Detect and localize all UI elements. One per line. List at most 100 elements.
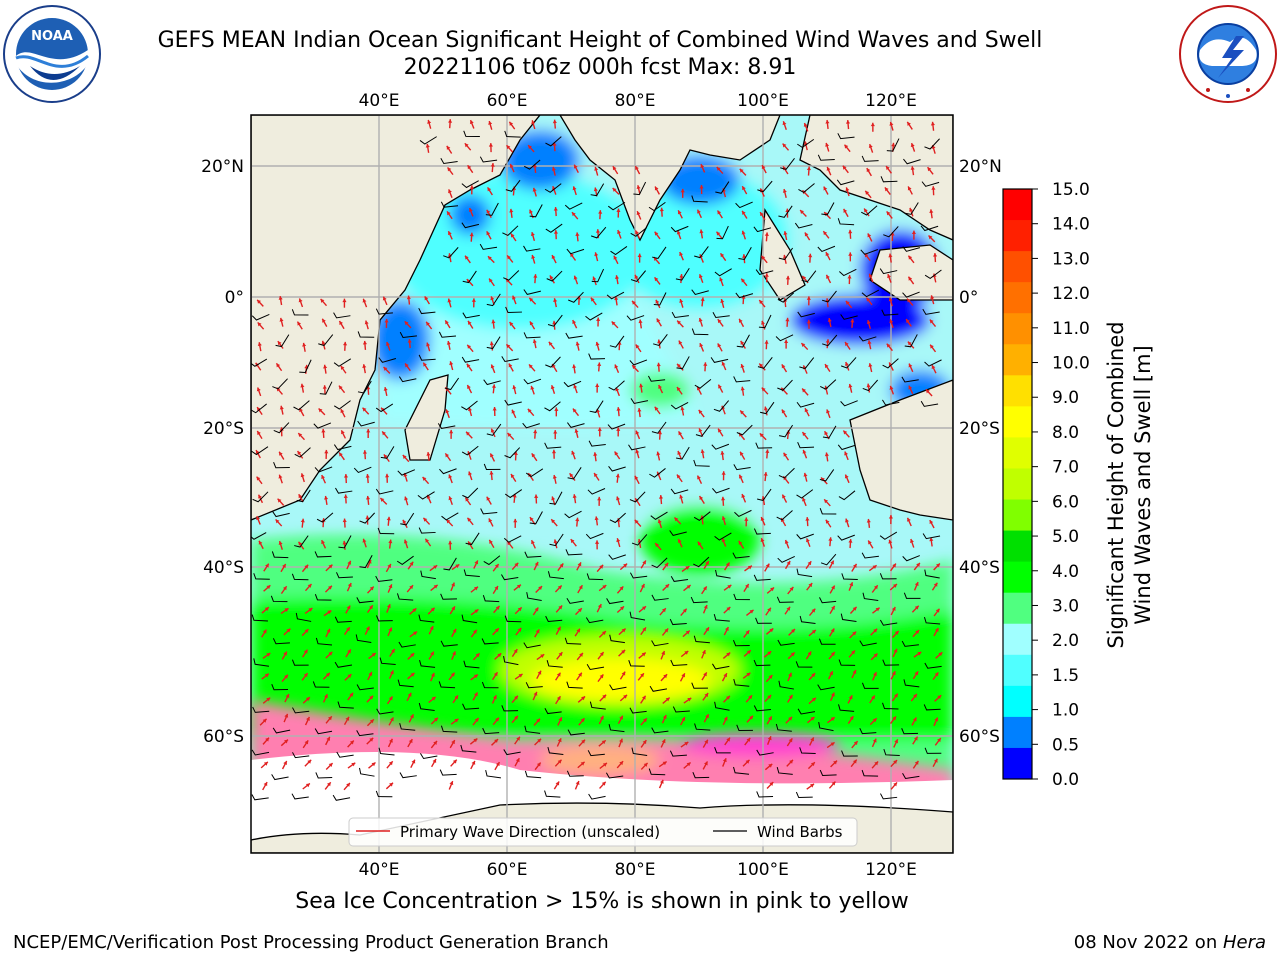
wave-arrow-head bbox=[634, 475, 639, 480]
colorbar-segment bbox=[1003, 468, 1032, 501]
lon-label-top: 60°E bbox=[487, 91, 528, 111]
wind-barb bbox=[501, 705, 519, 712]
wind-barb bbox=[291, 793, 309, 800]
wave-arrow-head bbox=[537, 738, 542, 743]
nws-logo bbox=[1179, 5, 1277, 103]
wave-arrow-head bbox=[704, 739, 708, 744]
wave-arrow-head bbox=[325, 672, 330, 677]
wave-arrow-head bbox=[530, 232, 535, 237]
wind-barb bbox=[251, 532, 267, 540]
wave-arrow-head bbox=[445, 409, 450, 414]
wind-barb bbox=[375, 488, 394, 495]
wind-barb bbox=[440, 725, 458, 733]
wave-arrow-head bbox=[429, 626, 434, 631]
wave-arrow-head bbox=[907, 517, 911, 522]
wave-arrow-head bbox=[369, 586, 374, 591]
colorbar-tick-label: 5.0 bbox=[1052, 527, 1079, 547]
wave-arrow-head bbox=[430, 651, 434, 656]
wave-arrow-head bbox=[384, 318, 389, 323]
wave-arrow-head bbox=[265, 563, 269, 568]
wave-arrow-head bbox=[402, 455, 407, 459]
wave-arrow-head bbox=[518, 673, 523, 678]
wind-barb bbox=[353, 466, 372, 474]
wind-barb bbox=[440, 201, 459, 208]
wind-barb bbox=[503, 270, 520, 281]
wave-arrow-head bbox=[848, 252, 853, 256]
wind-barb bbox=[482, 595, 500, 603]
wave-arrow-head bbox=[469, 232, 474, 237]
wind-barb bbox=[567, 729, 585, 736]
wave-arrow-head bbox=[790, 652, 795, 657]
wave-arrow-head bbox=[386, 604, 391, 609]
wave-arrow-head bbox=[595, 540, 600, 544]
wave-arrow-head bbox=[916, 562, 920, 567]
wave-arrow-head bbox=[389, 782, 394, 787]
wave-arrow-head bbox=[552, 142, 557, 146]
wind-barb bbox=[462, 703, 480, 710]
wind-barb bbox=[694, 246, 709, 259]
wave-arrow-head bbox=[759, 363, 764, 368]
wave-arrow-head bbox=[619, 586, 624, 591]
wave-arrow-head bbox=[806, 166, 811, 171]
wind-barb bbox=[375, 615, 393, 622]
wave-arrow-head bbox=[676, 386, 681, 391]
wave-arrow-head bbox=[637, 408, 642, 412]
wave-arrow-head bbox=[340, 409, 345, 414]
wave-arrow-head bbox=[701, 650, 706, 655]
wave-arrow-head bbox=[805, 538, 810, 543]
wave-arrow-head bbox=[578, 585, 583, 590]
wind-barb bbox=[609, 634, 625, 644]
wind-barb bbox=[693, 511, 711, 521]
wind-barb bbox=[588, 793, 606, 800]
wave-arrow-head bbox=[656, 362, 661, 367]
wave-arrow-head bbox=[873, 653, 878, 658]
wave-arrow-head bbox=[662, 714, 667, 719]
colorbar-segment bbox=[1003, 747, 1032, 780]
wind-barbs bbox=[251, 130, 942, 801]
wave-arrow-head bbox=[593, 187, 598, 192]
wave-arrow-head bbox=[679, 494, 684, 499]
wave-arrow-head bbox=[698, 428, 703, 433]
wave-arrow-head bbox=[830, 742, 835, 747]
wave-arrow-head bbox=[665, 697, 670, 702]
wind-barb bbox=[862, 379, 879, 392]
wave-arrow-head bbox=[362, 450, 368, 454]
wave-arrow-head bbox=[906, 319, 910, 324]
wind-barb bbox=[610, 246, 628, 256]
wind-barb bbox=[799, 357, 815, 370]
wave-arrow-head bbox=[257, 407, 261, 412]
wave-arrow-head bbox=[892, 563, 896, 568]
wave-arrow-head bbox=[643, 762, 648, 767]
colorbar-segment bbox=[1003, 406, 1032, 438]
wave-arrow-head bbox=[405, 363, 409, 368]
wave-arrow-head bbox=[602, 762, 607, 767]
wind-barb bbox=[253, 573, 270, 580]
wave-arrow-head bbox=[811, 608, 816, 613]
wind-barb bbox=[336, 751, 354, 758]
wave-arrow-head bbox=[908, 363, 913, 368]
wave-arrow-head bbox=[552, 474, 557, 479]
wave-arrow-head bbox=[825, 142, 830, 147]
wave-arrow-head bbox=[642, 606, 646, 611]
wave-arrow-head bbox=[552, 119, 557, 124]
lat-label-right: 0° bbox=[959, 288, 978, 308]
wind-barb bbox=[359, 512, 376, 524]
wind-barb bbox=[903, 158, 921, 165]
colorbar-segment bbox=[1003, 530, 1032, 563]
wave-arrow-head bbox=[277, 341, 282, 346]
wind-barb bbox=[902, 773, 920, 780]
wave-arrow-head bbox=[447, 211, 451, 216]
wind-barb bbox=[669, 530, 687, 536]
lon-label-top: 100°E bbox=[737, 91, 789, 111]
wave-arrow-head bbox=[388, 539, 393, 544]
wave-arrow-head bbox=[597, 427, 602, 431]
wind-barb bbox=[778, 424, 794, 438]
wind-barb bbox=[732, 552, 750, 559]
wave-arrow-head bbox=[466, 431, 470, 436]
wind-barb bbox=[544, 401, 561, 412]
wind-barb bbox=[629, 611, 646, 621]
wave-arrow-head bbox=[452, 651, 456, 656]
colorbar-tick-label: 13.0 bbox=[1052, 249, 1090, 269]
wind-barbs-legend-label: Wind Barbs bbox=[757, 823, 843, 841]
wind-barb bbox=[714, 701, 730, 711]
